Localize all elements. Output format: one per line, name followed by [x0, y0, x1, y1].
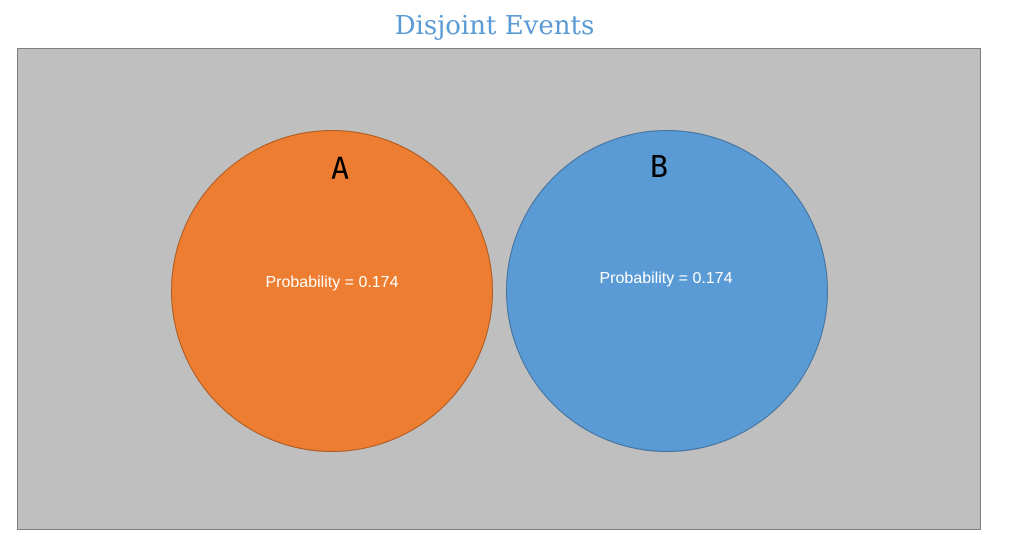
event-b-probability: Probability = 0.174 — [599, 270, 733, 287]
event-b-label: B — [649, 150, 669, 185]
event-b-circle — [506, 130, 828, 452]
diagram-title: Disjoint Events — [394, 11, 595, 41]
event-a-circle — [171, 130, 493, 452]
event-a-label: A — [330, 152, 350, 187]
event-a-probability: Probability = 0.174 — [265, 274, 399, 291]
sample-space: A B Probability = 0.174 Probability = 0.… — [17, 48, 981, 530]
